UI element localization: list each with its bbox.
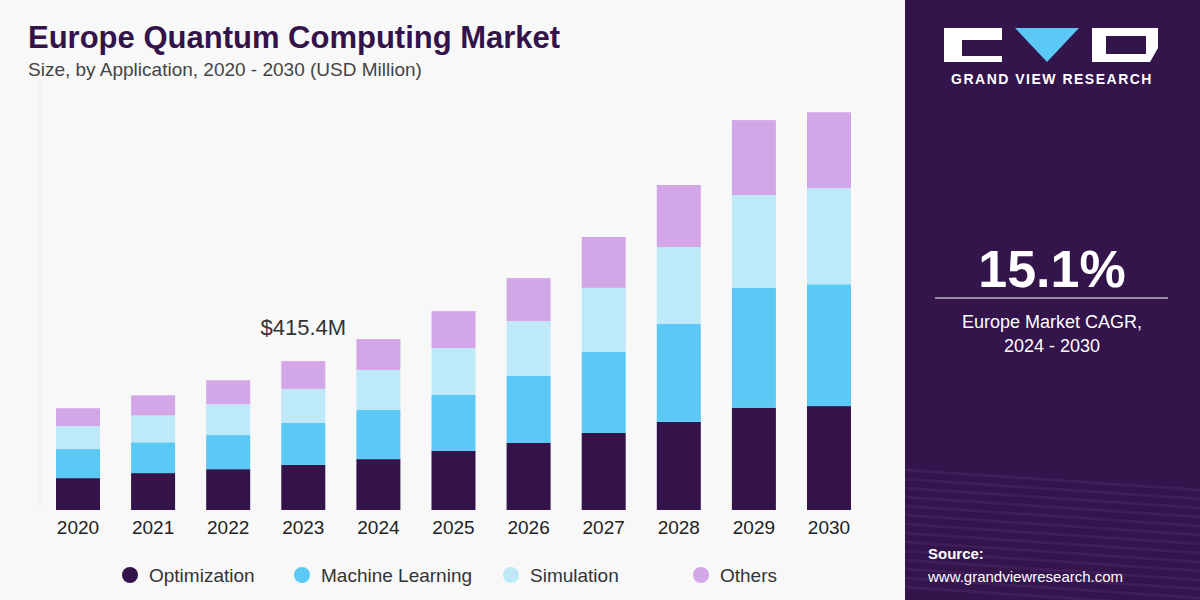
- x-tick-label: 2023: [282, 517, 324, 538]
- bar-segment: [432, 395, 476, 451]
- bar-segment: [507, 278, 551, 321]
- panel-texture: [905, 515, 1200, 535]
- legend-swatch: [503, 567, 519, 583]
- legend-label: Optimization: [149, 565, 255, 586]
- bar-segment: [356, 459, 400, 510]
- bar-segment: [807, 112, 851, 188]
- bar-segment: [582, 433, 626, 510]
- bar-segment: [807, 284, 851, 406]
- panel-texture: [905, 524, 1200, 544]
- x-tick-label: 2029: [733, 517, 775, 538]
- bar-segment: [657, 422, 701, 510]
- legend-swatch: [294, 567, 310, 583]
- cagr-label: 2024 - 2030: [1004, 336, 1100, 356]
- bar-segment: [56, 408, 100, 426]
- x-tick-label: 2025: [432, 517, 474, 538]
- legend-label: Machine Learning: [321, 565, 472, 586]
- legend-label: Others: [720, 565, 777, 586]
- bar-segment: [507, 321, 551, 376]
- cagr: 15.1%: [978, 240, 1125, 298]
- bar-segment: [281, 465, 325, 510]
- x-tick-label: 2022: [207, 517, 249, 538]
- x-tick-label: 2021: [132, 517, 174, 538]
- bar-segment: [206, 469, 250, 510]
- side-panel: [905, 0, 1200, 600]
- bar-segment: [356, 370, 400, 410]
- legend-label: Simulation: [530, 565, 619, 586]
- source-label: Source:: [928, 545, 984, 562]
- bar-segment: [206, 435, 250, 469]
- cagr-label: Europe Market CAGR,: [962, 312, 1142, 332]
- bars: [56, 112, 851, 510]
- x-tick-label: 2027: [583, 517, 625, 538]
- bar-segment: [432, 451, 476, 510]
- logo: [944, 28, 1002, 62]
- logo: [1015, 28, 1079, 62]
- bar-segment: [732, 288, 776, 408]
- bar-segment: [732, 195, 776, 288]
- background: [0, 0, 905, 600]
- bar-segment: [657, 324, 701, 422]
- x-tick-label: 2024: [357, 517, 400, 538]
- bar-segment: [206, 380, 250, 404]
- y-axis: [40, 80, 41, 510]
- bar-segment: [356, 410, 400, 459]
- bar-segment: [56, 426, 100, 449]
- x-tick-label: 2026: [507, 517, 549, 538]
- panel-texture: [905, 488, 1200, 508]
- logo: [1092, 28, 1158, 62]
- bar-segment: [432, 348, 476, 395]
- panel-texture: [905, 587, 1200, 600]
- bar-segment: [807, 188, 851, 284]
- bar-segment: [281, 389, 325, 423]
- brand: GRAND VIEW RESEARCH: [951, 71, 1153, 87]
- legend-swatch: [693, 567, 709, 583]
- title: Europe Quantum Computing Market: [28, 20, 560, 55]
- bar-segment: [657, 247, 701, 324]
- x-tick-label: 2020: [57, 517, 99, 538]
- legend-swatch: [122, 567, 138, 583]
- bar-segment: [732, 408, 776, 510]
- bar-segment: [507, 443, 551, 510]
- bar-segment: [206, 404, 250, 435]
- bar-segment: [807, 406, 851, 510]
- bar-segment: [732, 120, 776, 195]
- bar-segment: [582, 352, 626, 433]
- bar-segment: [281, 361, 325, 389]
- subtitle: Size, by Application, 2020 - 2030 (USD M…: [28, 59, 422, 80]
- bar-segment: [131, 473, 175, 510]
- bar-segment: [432, 311, 476, 348]
- panel-texture: [905, 542, 1200, 562]
- panel-texture: [905, 470, 1200, 490]
- bar-segment: [507, 376, 551, 443]
- bar-segment: [582, 237, 626, 288]
- divider: [935, 298, 1168, 299]
- x-tick-label: 2030: [808, 517, 850, 538]
- bar-segment: [131, 442, 175, 473]
- panel-texture: [905, 479, 1200, 499]
- bar-segment: [281, 423, 325, 465]
- bar-segment: [56, 478, 100, 510]
- bar-segment: [657, 185, 701, 247]
- chart: Europe Quantum Computing Market Size, by …: [0, 0, 1200, 600]
- panel-texture: [905, 569, 1200, 589]
- source-url: www.grandviewresearch.com: [927, 568, 1123, 585]
- annotation: $415.4M: [260, 315, 346, 340]
- x-tick-label: 2028: [658, 517, 700, 538]
- bar-segment: [356, 339, 400, 370]
- bar-segment: [131, 395, 175, 415]
- bar-segment: [56, 449, 100, 478]
- panel-texture: [905, 506, 1200, 526]
- bar-segment: [582, 288, 626, 352]
- panel-texture: [905, 497, 1200, 517]
- bar-segment: [131, 415, 175, 442]
